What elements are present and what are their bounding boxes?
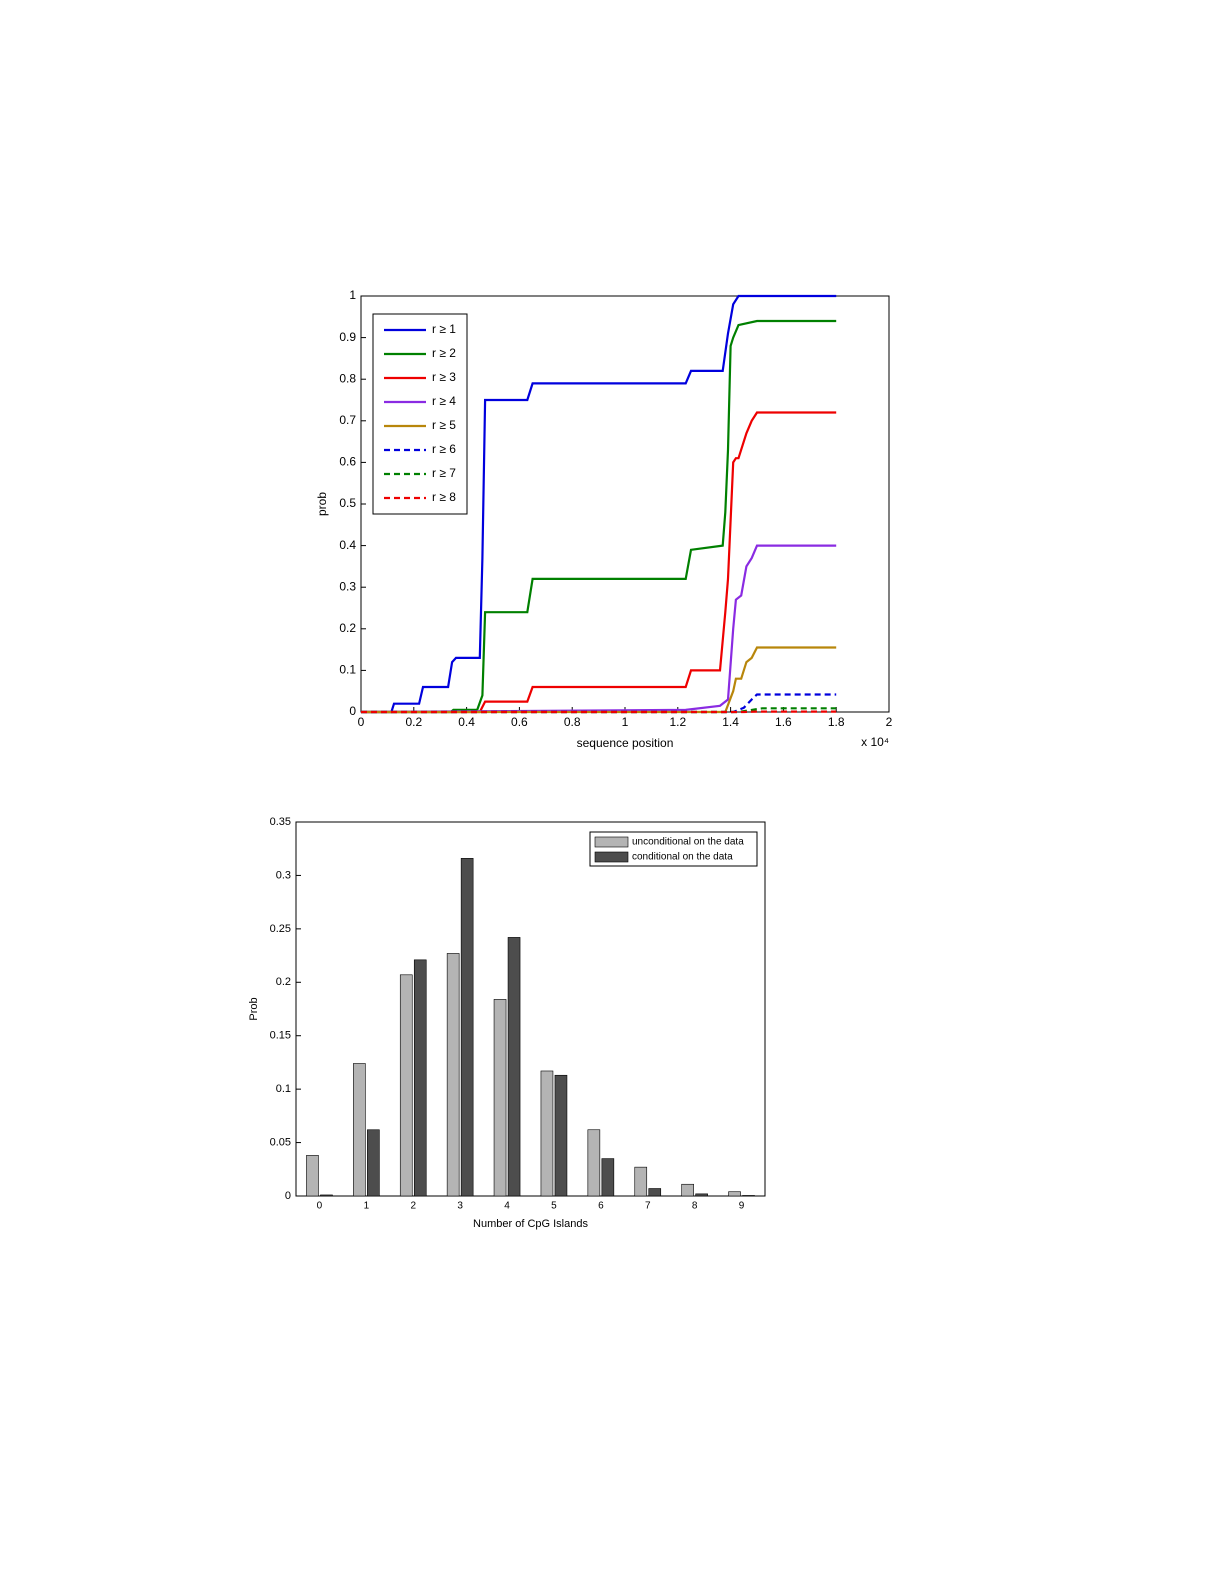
- x-axis-label: sequence position: [577, 736, 674, 750]
- bar: [648, 1188, 662, 1197]
- legend-box: [372, 313, 468, 515]
- x-tick-label: 6: [598, 1201, 604, 1212]
- bar: [460, 858, 474, 1197]
- y-tick-label: 0.5: [339, 496, 356, 510]
- y-tick-label: 0.7: [339, 413, 356, 427]
- x-tick-label: 2: [410, 1201, 416, 1212]
- y-axis-label: Prob: [248, 997, 260, 1020]
- y-tick-label: 0.9: [339, 330, 356, 344]
- x-tick-label: 4: [504, 1201, 510, 1212]
- x-tick-label: 1.8: [828, 715, 845, 729]
- legend-label: r ≥ 1: [432, 322, 456, 336]
- x-tick-label: 1: [622, 715, 629, 729]
- y-tick-label: 0.15: [270, 1030, 291, 1042]
- bar: [413, 959, 427, 1197]
- y-tick-label: 0: [285, 1190, 291, 1202]
- y-tick-label: 0.4: [339, 538, 356, 552]
- y-tick-label: 0.25: [270, 923, 291, 935]
- legend-label: r ≥ 7: [432, 466, 456, 480]
- bar: [399, 974, 413, 1197]
- x-tick-label: 0.4: [458, 715, 475, 729]
- legend-label: r ≥ 2: [432, 346, 456, 360]
- x-tick-label: 7: [645, 1201, 651, 1212]
- x-tick-label: 0.6: [511, 715, 528, 729]
- y-tick-label: 0.2: [339, 621, 356, 635]
- series-line: [361, 319, 837, 714]
- bar: [728, 1191, 741, 1197]
- x-tick-label: 2: [886, 715, 893, 729]
- bar: [306, 1155, 319, 1197]
- legend-label: r ≥ 8: [432, 490, 456, 504]
- bar: [507, 937, 521, 1197]
- y-tick-label: 0.1: [339, 663, 356, 677]
- y-tick-label: 0.8: [339, 371, 356, 385]
- legend-swatch: [594, 836, 629, 848]
- x-tick-label: 9: [739, 1201, 745, 1212]
- x-tick-label: 0.8: [564, 715, 581, 729]
- bar: [320, 1194, 333, 1197]
- y-axis-label: prob: [315, 492, 329, 516]
- x-tick-label: 1.2: [669, 715, 686, 729]
- bar: [587, 1129, 601, 1197]
- legend-label: r ≥ 6: [432, 442, 456, 456]
- x-tick-label: 8: [692, 1201, 698, 1212]
- bar: [742, 1195, 755, 1197]
- x-tick-label: 0: [358, 715, 365, 729]
- x-tick-label: 5: [551, 1201, 557, 1212]
- y-tick-label: 0.6: [339, 455, 356, 469]
- bar: [554, 1074, 568, 1197]
- series-line: [361, 294, 837, 714]
- x-tick-label: 1.6: [775, 715, 792, 729]
- legend-label: r ≥ 4: [432, 394, 456, 408]
- legend-label: conditional on the data: [632, 852, 733, 863]
- y-tick-label: 0.3: [339, 579, 356, 593]
- axes-box: [295, 821, 766, 1197]
- bar: [695, 1193, 708, 1197]
- x-multiplier: x 10⁴: [861, 735, 889, 749]
- x-axis-label: Number of CpG Islands: [473, 1218, 588, 1230]
- series-line: [361, 646, 837, 714]
- x-tick-label: 1: [364, 1201, 370, 1212]
- bar: [353, 1063, 366, 1197]
- y-tick-label: 1: [349, 288, 356, 302]
- x-tick-label: 1.4: [722, 715, 739, 729]
- series-line: [360, 544, 837, 714]
- y-tick-label: 0: [349, 704, 356, 718]
- legend-label: r ≥ 3: [432, 370, 456, 384]
- bar: [540, 1070, 554, 1197]
- y-tick-label: 0.35: [270, 816, 291, 828]
- legend-label: unconditional on the data: [632, 837, 744, 848]
- y-tick-label: 0.2: [276, 976, 291, 988]
- x-tick-label: 0.2: [405, 715, 422, 729]
- bar: [601, 1158, 615, 1197]
- y-tick-label: 0.1: [276, 1083, 291, 1095]
- x-tick-label: 3: [457, 1201, 463, 1212]
- y-tick-label: 0.05: [270, 1136, 291, 1148]
- bar: [681, 1183, 694, 1197]
- bar: [446, 953, 460, 1197]
- y-tick-label: 0.3: [276, 869, 291, 881]
- bar: [367, 1129, 380, 1197]
- x-tick-label: 0: [317, 1201, 323, 1212]
- bar: [493, 999, 507, 1197]
- series-line: [361, 411, 837, 714]
- legend-label: r ≥ 5: [432, 418, 456, 432]
- bar: [634, 1166, 648, 1197]
- legend-swatch: [594, 851, 629, 863]
